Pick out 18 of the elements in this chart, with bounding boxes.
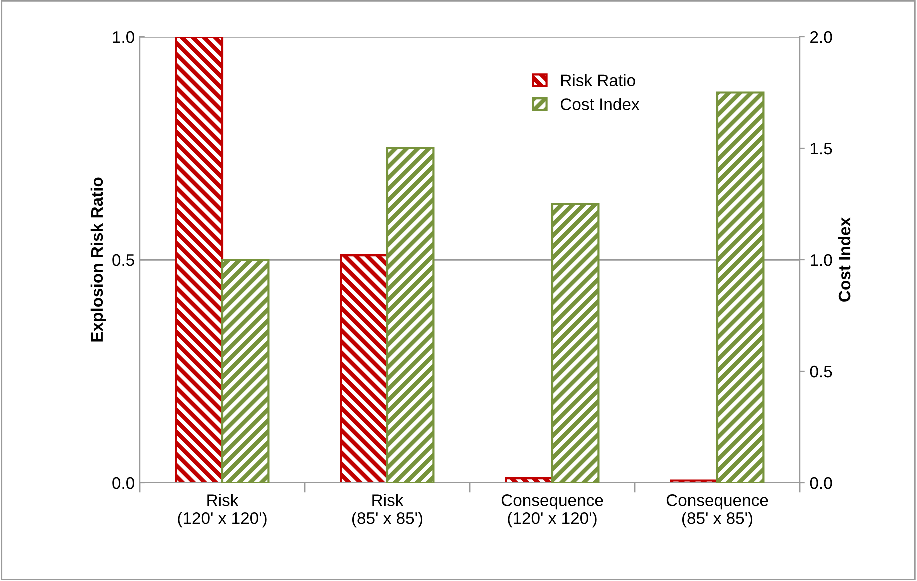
y2-tick-label: 2.0 (810, 31, 832, 44)
x-tick-label: Consequence (85' x 85') (666, 494, 768, 528)
y2-tick-label: 1.5 (810, 143, 832, 155)
legend-label: Risk Ratio (562, 74, 636, 87)
y2-axis-title: Cost Index (838, 218, 851, 302)
y-tick-label: 1.0 (113, 31, 134, 44)
y2-tick-label: 1.0 (810, 254, 832, 266)
y-axis-title: Explosion Risk Ratio (90, 178, 106, 342)
y-tick-label: 0.5 (112, 254, 134, 266)
x-tick-label: Risk (85' x 85') (352, 494, 423, 528)
bar (716, 92, 765, 483)
x-tick-label: Consequence (120' x 120') (502, 494, 604, 528)
y2-tick-label: 0.0 (810, 477, 832, 490)
x-tick-label: Risk (120' x 120') (178, 494, 267, 528)
y2-tick-label: 0.5 (810, 366, 832, 378)
bar (551, 203, 600, 483)
legend-label: Cost Index (560, 98, 640, 110)
y-tick-label: 0.0 (112, 477, 134, 490)
